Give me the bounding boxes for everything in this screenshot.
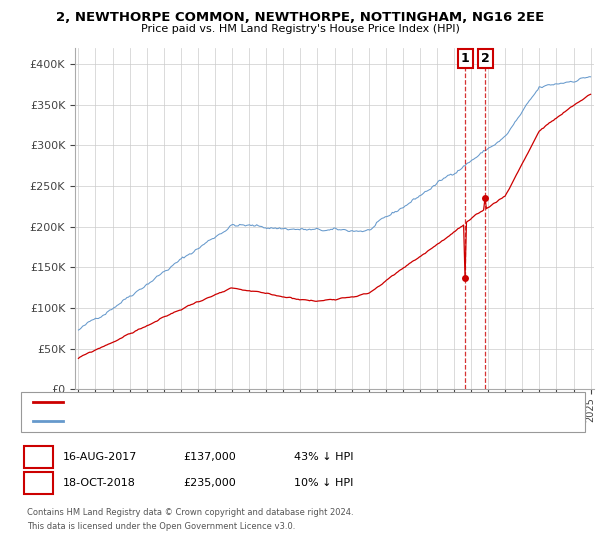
Text: This data is licensed under the Open Government Licence v3.0.: This data is licensed under the Open Gov… — [27, 522, 295, 531]
Text: Price paid vs. HM Land Registry's House Price Index (HPI): Price paid vs. HM Land Registry's House … — [140, 24, 460, 34]
Text: 2, NEWTHORPE COMMON, NEWTHORPE, NOTTINGHAM, NG16 2EE: 2, NEWTHORPE COMMON, NEWTHORPE, NOTTINGH… — [56, 11, 544, 24]
Text: Contains HM Land Registry data © Crown copyright and database right 2024.: Contains HM Land Registry data © Crown c… — [27, 508, 353, 517]
Text: £137,000: £137,000 — [183, 452, 236, 462]
Text: 1: 1 — [461, 52, 469, 64]
Text: 18-OCT-2018: 18-OCT-2018 — [63, 478, 136, 488]
Text: 16-AUG-2017: 16-AUG-2017 — [63, 452, 137, 462]
Text: 10% ↓ HPI: 10% ↓ HPI — [294, 478, 353, 488]
Text: £235,000: £235,000 — [183, 478, 236, 488]
Text: 2, NEWTHORPE COMMON, NEWTHORPE, NOTTINGHAM, NG16 2EE (detached house): 2, NEWTHORPE COMMON, NEWTHORPE, NOTTINGH… — [69, 398, 466, 407]
Text: HPI: Average price, detached house, Broxtowe: HPI: Average price, detached house, Brox… — [69, 416, 289, 425]
Text: 43% ↓ HPI: 43% ↓ HPI — [294, 452, 353, 462]
Text: 1: 1 — [34, 450, 43, 464]
Text: 2: 2 — [34, 477, 43, 490]
Text: 2: 2 — [481, 52, 490, 64]
